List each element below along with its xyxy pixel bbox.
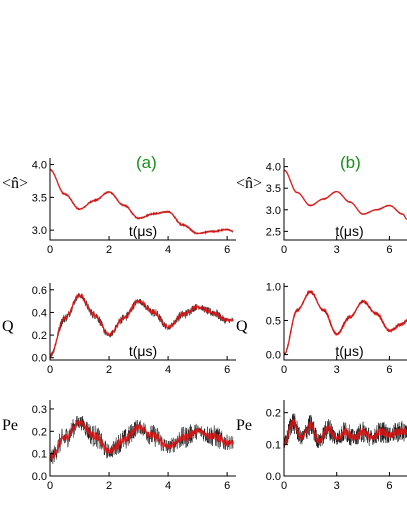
- x-tick-label-b3-2: 6: [386, 480, 392, 492]
- x-tick-label-a1-1: 2: [106, 244, 112, 256]
- panel-label-b: (b): [340, 153, 361, 172]
- y-axis-label-b1: <n̂>: [236, 175, 262, 192]
- x-tick-label-b1-1: 3: [334, 244, 340, 256]
- series-line-a2: [49, 293, 234, 359]
- chart-panel-a3: 0.0 0.1 0.2 0.3 0 2 4 6 Pe: [2, 400, 236, 492]
- chart-panel-a2: 0.0 0.2 0.4 0.6 0 2 4 6 t(μs) Q: [2, 283, 236, 376]
- x-tick-label-a3-0: 0: [47, 480, 53, 492]
- y-tick-label-a2-0: 0.0: [32, 353, 47, 365]
- y-tick-label-a3-1: 0.1: [32, 449, 47, 461]
- chart-panel-a1: 3.0 3.5 4.0 0 2 4 6 t(μs) <n̂>: [2, 158, 236, 256]
- chart-panel-b3: 0.0 0.1 0.2 0 3 6 Pe: [236, 400, 407, 492]
- y-tick-label-b3-0: 0.0: [266, 471, 281, 483]
- x-tick-label-a3-3: 6: [224, 480, 230, 492]
- x-tick-label-b1-2: 6: [386, 244, 392, 256]
- y-tick-label-a3-3: 0.3: [32, 404, 47, 416]
- x-axis-label-b2: t(μs): [335, 343, 363, 359]
- x-axis-label-a2: t(μs): [129, 343, 157, 359]
- y-tick-label-a1-1: 3.5: [32, 192, 47, 204]
- panel-label-a: (a): [136, 153, 157, 172]
- y-tick-label-b2-0: 0.0: [266, 350, 281, 362]
- series-line-b1-dark: [283, 169, 407, 220]
- series-line-b1: [283, 169, 407, 220]
- y-tick-label-a3-2: 0.2: [32, 426, 47, 438]
- y-tick-label-b3-1: 0.1: [266, 439, 281, 451]
- x-tick-label-a2-3: 6: [224, 364, 230, 376]
- chart-panel-b2: 0.0 0.5 1.0 0 3 6 t(μs) Q: [236, 281, 407, 376]
- y-tick-label-b1-1: 3.0: [266, 205, 281, 217]
- x-tick-label-b1-0: 0: [281, 244, 287, 256]
- y-axis-label-b2: Q: [236, 318, 248, 335]
- x-tick-label-a2-1: 2: [106, 364, 112, 376]
- x-tick-label-a2-0: 0: [47, 364, 53, 376]
- y-tick-label-b2-2: 1.0: [266, 281, 281, 293]
- x-axis-label-a1: t(μs): [129, 223, 157, 239]
- x-axis-label-b1: t(μs): [335, 223, 363, 239]
- y-tick-label-b1-3: 4.0: [266, 162, 281, 174]
- y-tick-label-a1-2: 4.0: [32, 160, 47, 172]
- series-line-a3: [49, 420, 234, 460]
- y-tick-label-b1-0: 2.5: [266, 226, 281, 238]
- series-line-b2: [283, 289, 407, 356]
- x-tick-label-a1-2: 4: [165, 244, 171, 256]
- y-tick-label-a2-3: 0.6: [32, 285, 47, 297]
- y-axis-label-b3: Pe: [236, 417, 252, 434]
- x-tick-label-a1-3: 6: [224, 244, 230, 256]
- y-tick-label-b3-2: 0.2: [266, 408, 281, 420]
- y-tick-label-b1-2: 3.5: [266, 183, 281, 195]
- x-tick-label-b2-2: 6: [386, 364, 392, 376]
- x-tick-label-a3-1: 2: [106, 480, 112, 492]
- x-tick-label-a2-2: 4: [165, 364, 171, 376]
- x-tick-label-b3-0: 0: [281, 480, 287, 492]
- series-line-b3: [283, 418, 407, 448]
- y-tick-label-b2-1: 0.5: [266, 315, 281, 327]
- y-tick-label-a1-0: 3.0: [32, 225, 47, 237]
- y-axis-label-a3: Pe: [2, 417, 18, 434]
- x-tick-label-b2-0: 0: [281, 364, 287, 376]
- x-tick-label-a3-2: 4: [165, 480, 171, 492]
- series-line-a1: [49, 168, 234, 235]
- x-tick-label-a1-0: 0: [47, 244, 53, 256]
- x-tick-label-b2-1: 3: [334, 364, 340, 376]
- y-axis-label-a1: <n̂>: [2, 175, 28, 192]
- y-axis-label-a2: Q: [2, 318, 14, 335]
- y-tick-label-a2-1: 0.2: [32, 330, 47, 342]
- chart-panel-b1: 2.5 3.0 3.5 4.0 0 3 6 t(μs) <n̂>: [236, 158, 407, 256]
- y-tick-label-a3-0: 0.0: [32, 471, 47, 483]
- y-tick-label-a2-2: 0.4: [32, 307, 47, 319]
- x-tick-label-b3-1: 3: [334, 480, 340, 492]
